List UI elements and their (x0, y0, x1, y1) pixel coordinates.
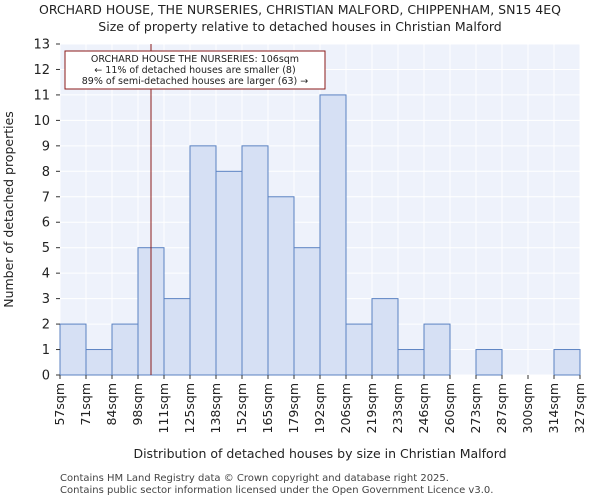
y-tick-label: 4 (42, 267, 50, 282)
bar-71sqm (85, 349, 113, 376)
bar-233sqm (397, 349, 425, 376)
y-tick-label: 1 (42, 343, 50, 358)
annotation-box: ORCHARD HOUSE THE NURSERIES: 106sqm ← 11… (64, 50, 326, 90)
bar-179sqm (293, 247, 321, 376)
chart-title: ORCHARD HOUSE, THE NURSERIES, CHRISTIAN … (39, 2, 561, 17)
bar-84sqm (111, 323, 139, 376)
bar-206sqm (345, 323, 373, 376)
bar-314sqm (553, 349, 581, 376)
x-tick-label: 138sqm (208, 383, 223, 433)
x-tick-label: 314sqm (546, 383, 561, 433)
x-tick-label: 287sqm (494, 383, 509, 433)
y-tick-label: 13 (33, 38, 50, 53)
x-tick-label: 165sqm (260, 383, 275, 433)
bar-138sqm (215, 170, 243, 376)
annotation-line-2: ← 11% of detached houses are smaller (8) (94, 65, 295, 76)
bar-273sqm (475, 349, 503, 376)
y-tick-label: 9 (42, 139, 50, 154)
y-tick-label: 10 (33, 114, 50, 129)
x-tick-label: 260sqm (442, 383, 457, 433)
annotation-line-1: ORCHARD HOUSE THE NURSERIES: 106sqm (91, 54, 299, 65)
x-tick-label: 327sqm (572, 383, 587, 433)
y-tick-label: 0 (42, 369, 50, 384)
x-tick-label: 125sqm (182, 383, 197, 433)
x-tick-label: 71sqm (78, 383, 93, 426)
x-tick-label: 192sqm (312, 383, 327, 433)
annotation-line-3: 89% of semi-detached houses are larger (… (82, 76, 309, 87)
bar-152sqm (241, 145, 269, 376)
y-tick-label: 7 (42, 190, 50, 205)
x-tick-label: 152sqm (234, 383, 249, 433)
bar-165sqm (267, 196, 295, 376)
x-tick-label: 273sqm (468, 383, 483, 433)
y-tick-label: 11 (33, 88, 50, 103)
footer-licence: Contains public sector information licen… (60, 485, 494, 496)
bar-125sqm (189, 145, 217, 376)
bars (59, 94, 581, 376)
footer-copyright: Contains HM Land Registry data © Crown c… (60, 473, 449, 484)
x-tick-label: 233sqm (390, 383, 405, 433)
y-tick-label: 6 (42, 216, 50, 231)
y-tick-label: 8 (42, 165, 50, 180)
y-tick-label: 12 (33, 63, 50, 78)
y-tick-label: 3 (42, 292, 50, 307)
x-tick-label: 300sqm (520, 383, 535, 433)
x-axis-label: Distribution of detached houses by size … (133, 446, 506, 461)
x-tick-label: 219sqm (364, 383, 379, 433)
y-axis-label: Number of detached properties (1, 111, 16, 308)
x-tick-label: 179sqm (286, 383, 301, 433)
x-tick-label: 111sqm (156, 383, 171, 433)
x-tick-label: 98sqm (130, 383, 145, 426)
x-tick-label: 206sqm (338, 383, 353, 433)
annotation-border (64, 50, 326, 90)
bar-246sqm (423, 323, 451, 376)
bar-192sqm (319, 94, 347, 376)
y-tick-label: 2 (42, 318, 50, 333)
x-tick-label: 84sqm (104, 383, 119, 426)
bar-219sqm (371, 298, 399, 376)
y-tick-label: 5 (42, 241, 50, 256)
bar-57sqm (59, 323, 87, 376)
x-tick-label: 246sqm (416, 383, 431, 433)
x-tick-label: 57sqm (52, 383, 67, 426)
chart-subtitle: Size of property relative to detached ho… (98, 19, 502, 34)
x-axis-ticks: 57sqm 71sqm 84sqm 98sqm 111sqm 125sqm 138sqm 15… (52, 375, 587, 433)
bar-111sqm (163, 298, 191, 376)
